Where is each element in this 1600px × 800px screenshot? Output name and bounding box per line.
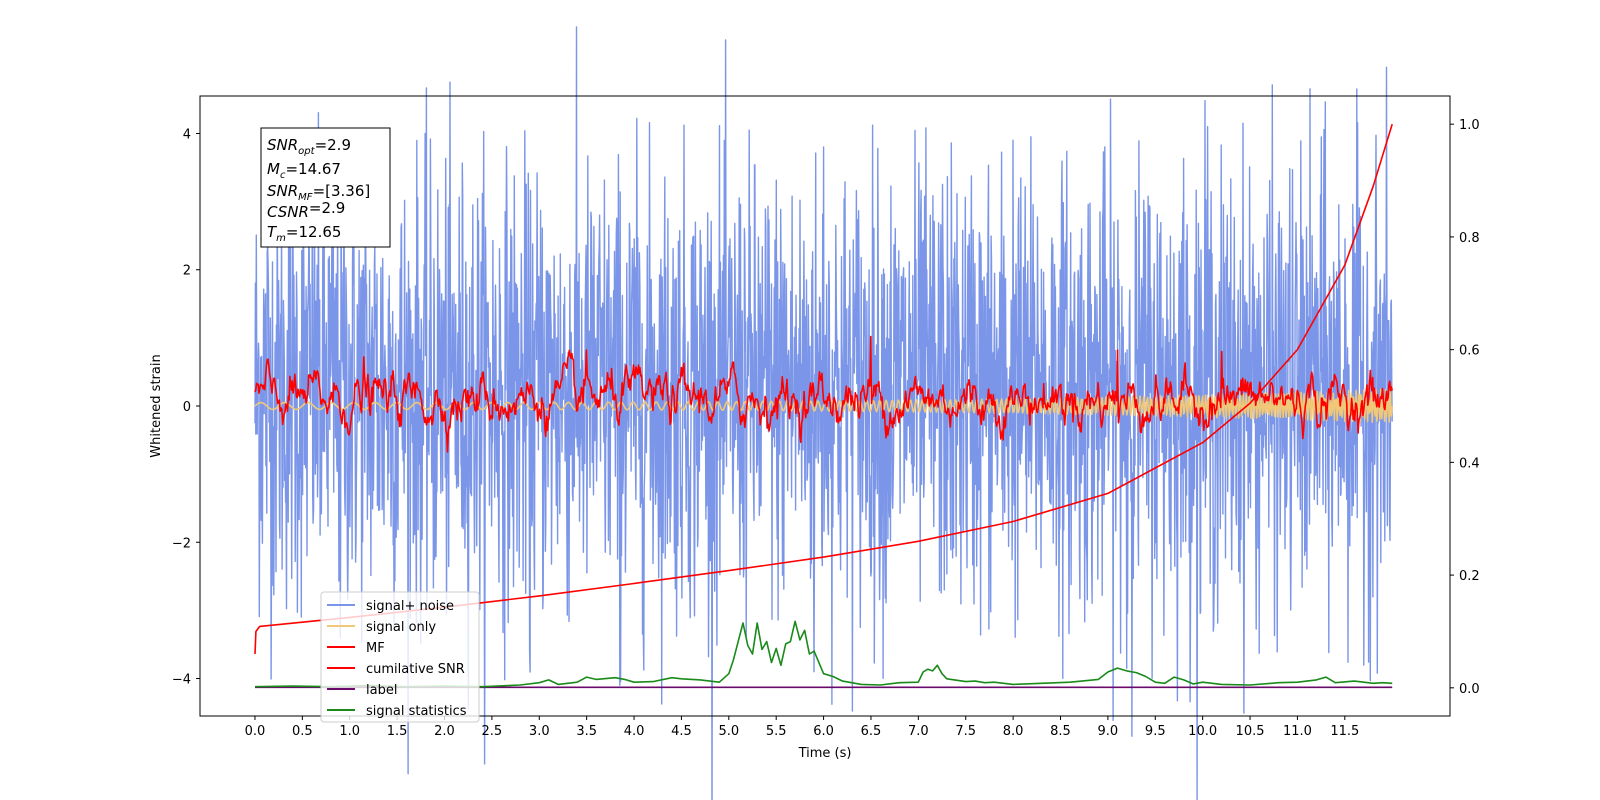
x-tick-label: 7.0 [908,724,929,739]
annotation-symbol: SNR [267,182,298,200]
x-tick-label: 10.5 [1236,724,1265,739]
annotation-symbol: M [267,160,280,178]
x-tick-label: 5.5 [766,724,787,739]
y2-tick-label: 0.0 [1459,682,1480,697]
annotation-box: SNRopt=2.9 Mc=14.67 SNRMF=[3.36] CSNR=2.… [260,127,391,248]
y-tick-label: 0 [183,400,191,415]
y-tick-label: 2 [183,264,191,279]
legend-label: signal statistics [366,704,467,719]
x-tick-label: 5.0 [718,724,739,739]
x-tick-label: 4.5 [671,724,692,739]
annotation-symbol: CSNR [267,203,309,221]
x-tick-label: 11.5 [1330,724,1359,739]
x-tick-label: 10.0 [1188,724,1217,739]
legend-label: signal+ noise [366,599,454,614]
y-axis-ticks: −4 −2 0 2 4 [172,127,200,688]
annotation-line-tm: Tm=12.65 [267,223,341,244]
series-line-signal-only [254,388,1393,423]
annotation-subscript: opt [298,146,315,157]
annotation-frame [260,127,391,248]
x-axis-ticks: 0.0 0.5 1.0 1.5 2.0 2.5 3.0 3.5 4.0 4.5 5.0 5.5 6.0 6… [245,716,1359,739]
x-tick-label: 7.5 [955,724,976,739]
y2-tick-label: 0.8 [1459,231,1480,246]
annotation-symbol: SNR [267,136,298,154]
y-tick-label: −2 [172,536,191,551]
series-line-signal-statistics [254,620,1393,688]
annotation-value: =2.9 [309,199,345,217]
annotation-value: =12.65 [286,223,342,241]
y2-axis-ticks: 0.0 0.2 0.4 0.6 0.8 1.0 [1450,118,1480,697]
annotation-value: =2.9 [315,136,351,154]
x-tick-label: 3.0 [529,724,550,739]
x-tick-label: 9.0 [1098,724,1119,739]
x-tick-label: 0.0 [245,724,266,739]
legend-frame [320,591,480,723]
x-tick-label: 1.5 [387,724,408,739]
annotation-symbol: T [267,223,278,241]
y-tick-label: −4 [172,673,191,688]
legend-label: signal only [366,620,436,635]
x-tick-label: 6.0 [813,724,834,739]
x-tick-label: 2.0 [434,724,455,739]
x-tick-label: 6.5 [861,724,882,739]
legend: signal+ noise signal only MF cumilative SNR… [320,591,480,723]
y2-tick-label: 0.4 [1459,456,1480,471]
x-tick-label: 3.5 [576,724,597,739]
legend-label: label [366,683,397,698]
x-axis-label: Time (s) [798,746,852,761]
y2-tick-label: 0.2 [1459,569,1480,584]
x-tick-label: 11.0 [1283,724,1312,739]
x-tick-label: 1.0 [339,724,360,739]
y-tick-label: 4 [183,127,191,142]
x-tick-label: 2.5 [482,724,503,739]
annotation-line-snr-opt: SNRopt=2.9 [267,136,351,157]
annotation-value: =[3.36] [313,182,371,200]
annotation-value: =14.67 [285,160,341,178]
x-tick-label: 4.0 [624,724,645,739]
annotation-line-mc: Mc=14.67 [267,160,341,181]
x-tick-label: 8.0 [1003,724,1024,739]
x-tick-label: 0.5 [292,724,313,739]
legend-label: MF [366,641,385,656]
x-tick-label: 9.5 [1145,724,1166,739]
legend-label: cumilative SNR [366,662,465,677]
y2-tick-label: 0.6 [1459,344,1480,359]
y2-tick-label: 1.0 [1459,118,1480,133]
x-tick-label: 8.5 [1050,724,1071,739]
annotation-subscript: MF [298,192,313,203]
annotation-subscript: m [276,233,286,244]
annotation-subscript: c [280,170,286,181]
y-axis-label: Whitened strain [149,354,164,457]
annotation-line-csnr: CSNR=2.9 [267,199,345,221]
series-line-mf [254,335,1393,453]
annotation-line-snr-mf: SNRMF=[3.36] [267,182,370,203]
